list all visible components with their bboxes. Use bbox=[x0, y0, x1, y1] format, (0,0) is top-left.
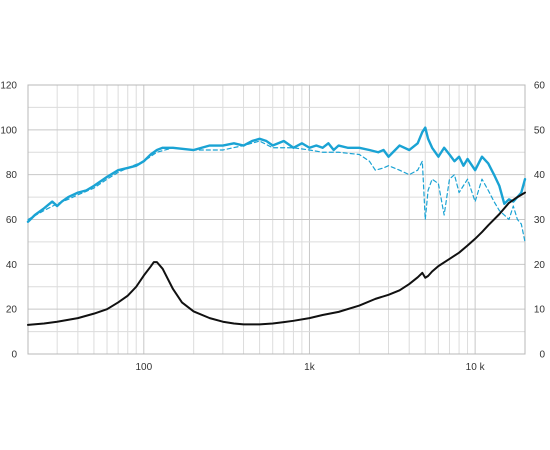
y-right-tick-label: 20 bbox=[534, 260, 546, 271]
x-tick-label: 10 k bbox=[466, 362, 486, 373]
y-left-tick-label: 20 bbox=[6, 305, 18, 316]
y-right-tick-label: 60 bbox=[534, 81, 546, 92]
y-right-tick-label: 10 bbox=[534, 305, 546, 316]
y-left-tick-label: 60 bbox=[6, 215, 18, 226]
y-left-tick-label: 100 bbox=[0, 125, 17, 136]
y-left-tick-label: 80 bbox=[6, 170, 18, 181]
y-right-tick-label: 0 bbox=[539, 350, 545, 361]
y-right-tick-label: 40 bbox=[534, 170, 546, 181]
y-right-tick-label: 30 bbox=[534, 215, 546, 226]
x-tick-label: 100 bbox=[135, 362, 152, 373]
y-left-tick-label: 0 bbox=[11, 350, 17, 361]
spl-off-axis-line bbox=[27, 140, 526, 243]
x-tick-label: 1k bbox=[304, 362, 316, 373]
y-right-tick-label: 50 bbox=[534, 125, 546, 136]
series-group bbox=[26, 126, 527, 326]
impedance-line bbox=[27, 191, 526, 326]
grid bbox=[27, 84, 526, 355]
spl-on-axis-line bbox=[26, 126, 527, 223]
y-left-tick-label: 40 bbox=[6, 260, 18, 271]
tick-labels: 0 20 40 60 80 100 120 0 10 20 30 40 50 60 100 1k 10 k bbox=[0, 81, 545, 374]
y-left-tick-label: 120 bbox=[0, 81, 17, 92]
